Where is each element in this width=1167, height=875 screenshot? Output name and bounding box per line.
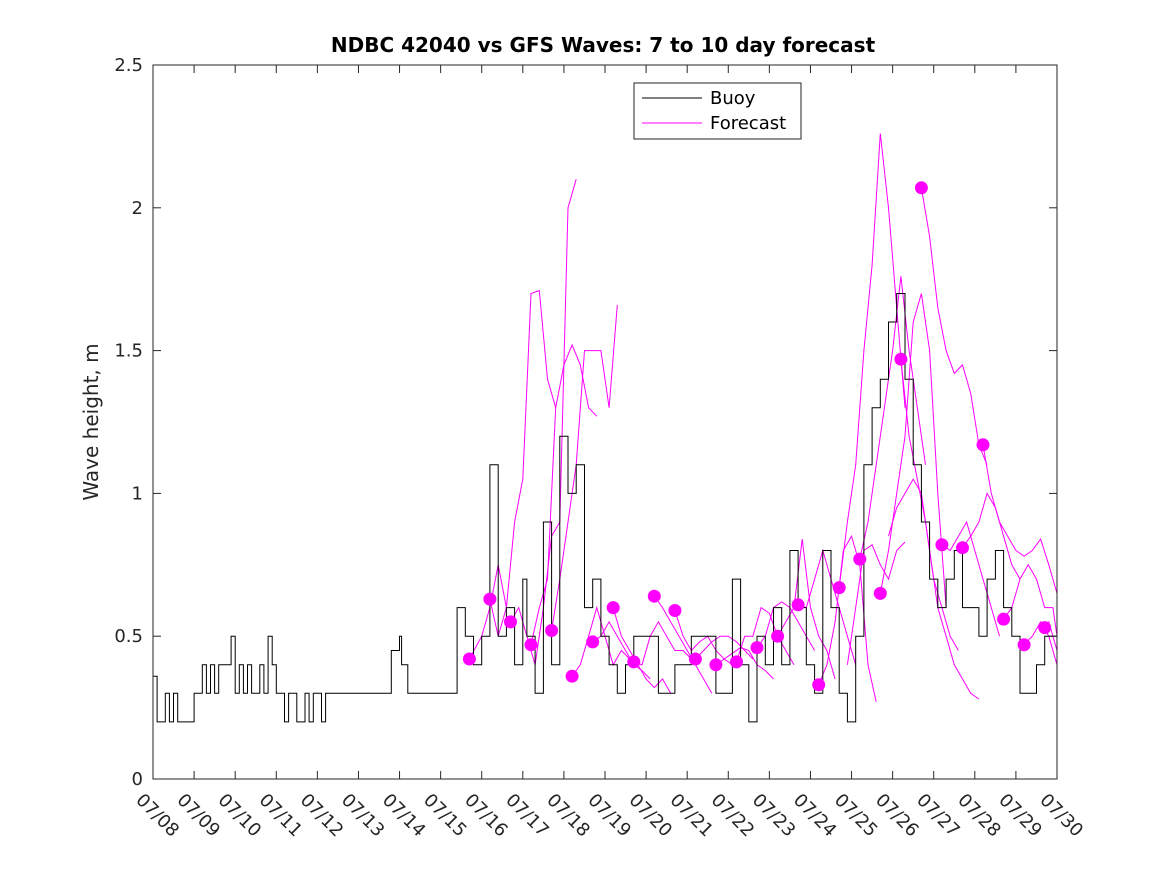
y-tick-label: 0.5 — [114, 626, 143, 647]
forecast-line — [962, 492, 1021, 580]
x-tick-label: 07/13 — [337, 790, 389, 842]
x-tick-label: 07/09 — [173, 790, 225, 842]
y-tick-label: 1 — [132, 483, 143, 504]
x-tick-label: 07/17 — [501, 790, 553, 842]
forecast-start-marker — [956, 541, 969, 555]
forecast-line — [777, 539, 836, 680]
forecast-start-marker — [606, 601, 620, 615]
forecast-line — [1023, 620, 1058, 665]
x-tick-label: 07/14 — [378, 790, 430, 842]
x-tick-label: 07/26 — [871, 790, 923, 842]
forecast-start-marker — [750, 641, 764, 655]
forecast-line — [982, 444, 1058, 594]
forecast-start-marker — [688, 652, 702, 666]
forecast-start-marker — [832, 581, 846, 595]
forecast-start-marker — [935, 538, 949, 552]
forecast-start-marker — [504, 615, 517, 629]
x-tick-label: 07/29 — [994, 790, 1046, 842]
x-tick-label: 07/27 — [912, 790, 964, 842]
forecast-line — [468, 564, 507, 660]
forecast-start-marker — [771, 629, 785, 643]
forecast-start-marker — [976, 438, 990, 452]
legend-box — [633, 82, 802, 140]
forecast-start-marker — [668, 604, 682, 617]
forecast-line — [653, 595, 713, 694]
forecast-line — [530, 343, 598, 645]
forecast-line — [1003, 563, 1058, 637]
forecast-start-marker — [914, 181, 928, 195]
forecast-line — [900, 359, 959, 651]
forecast-start-marker — [627, 655, 641, 669]
forecast-line — [920, 187, 988, 465]
x-tick-label: 07/28 — [953, 790, 1005, 842]
forecast-start-marker — [853, 552, 867, 566]
forecast-start-marker — [565, 669, 579, 683]
forecast-start-marker — [730, 655, 743, 669]
forecast-line — [715, 647, 774, 680]
x-tick-label: 07/23 — [748, 790, 800, 842]
forecast-start-marker — [545, 624, 559, 637]
forecast-line — [888, 478, 980, 700]
axes-box — [152, 64, 1058, 780]
forecast-line — [674, 610, 733, 666]
x-ticks: 07/0807/0907/1007/1107/1207/1307/1407/15… — [131, 65, 1087, 841]
y-tick-label: 0 — [132, 769, 143, 790]
x-tick-label: 07/25 — [830, 790, 882, 842]
y-tick-label: 2 — [132, 198, 143, 219]
y-axis-label: Wave height, m — [79, 343, 103, 500]
legend-buoy-label: Buoy — [710, 88, 756, 109]
forecast-line — [736, 606, 795, 666]
x-tick-label: 07/22 — [707, 790, 759, 842]
x-tick-label: 07/12 — [296, 790, 348, 842]
forecast-line — [879, 293, 947, 608]
forecast-start-marker — [586, 635, 600, 649]
legend: Buoy Forecast — [633, 82, 802, 140]
forecast-start-marker — [462, 652, 476, 666]
forecast-start-marker — [791, 598, 805, 612]
x-tick-label: 07/15 — [419, 790, 471, 842]
x-tick-label: 07/18 — [542, 790, 594, 842]
forecast-start-marker — [997, 612, 1011, 626]
forecast-start-marker — [812, 678, 826, 692]
forecast-line — [489, 289, 557, 637]
forecast-line — [818, 534, 877, 703]
x-tick-label: 07/08 — [131, 790, 183, 842]
forecast-line — [838, 133, 906, 588]
forecast-start-marker — [894, 352, 908, 366]
forecast-line — [797, 548, 857, 665]
forecast-start-marker — [647, 589, 661, 603]
forecast-start-marker — [873, 586, 887, 600]
x-tick-label: 07/30 — [1035, 790, 1087, 842]
forecast-start-marker — [524, 638, 538, 652]
forecast-line — [612, 607, 672, 694]
y-tick-label: 1.5 — [114, 341, 143, 362]
buoy-line — [153, 293, 1057, 723]
forecast-line — [846, 541, 906, 665]
x-tick-label: 07/24 — [789, 790, 841, 842]
x-tick-label: 07/16 — [460, 790, 512, 842]
legend-forecast-label: Forecast — [710, 113, 786, 134]
forecast-line — [695, 635, 754, 660]
x-tick-label: 07/10 — [214, 790, 266, 842]
x-tick-label: 07/20 — [625, 790, 677, 842]
forecast-line — [551, 304, 618, 631]
y-tick-label: 2.5 — [114, 55, 143, 76]
forecast-line — [859, 276, 926, 560]
x-tick-label: 07/21 — [666, 790, 718, 842]
forecast-start-marker — [483, 592, 497, 606]
x-tick-label: 07/19 — [583, 790, 635, 842]
chart-title: NDBC 42040 vs GFS Waves: 7 to 10 day for… — [331, 33, 876, 57]
forecast-line — [633, 620, 692, 666]
forecast-line — [756, 601, 816, 651]
forecast-start-marker — [1017, 638, 1031, 652]
forecast-start-marker — [1038, 621, 1052, 635]
x-tick-label: 07/11 — [255, 790, 307, 842]
y-ticks: 0 0.5 1 1.5 2 2.5 — [114, 55, 1057, 790]
plot-area — [153, 133, 1058, 723]
forecast-start-marker — [709, 658, 723, 672]
